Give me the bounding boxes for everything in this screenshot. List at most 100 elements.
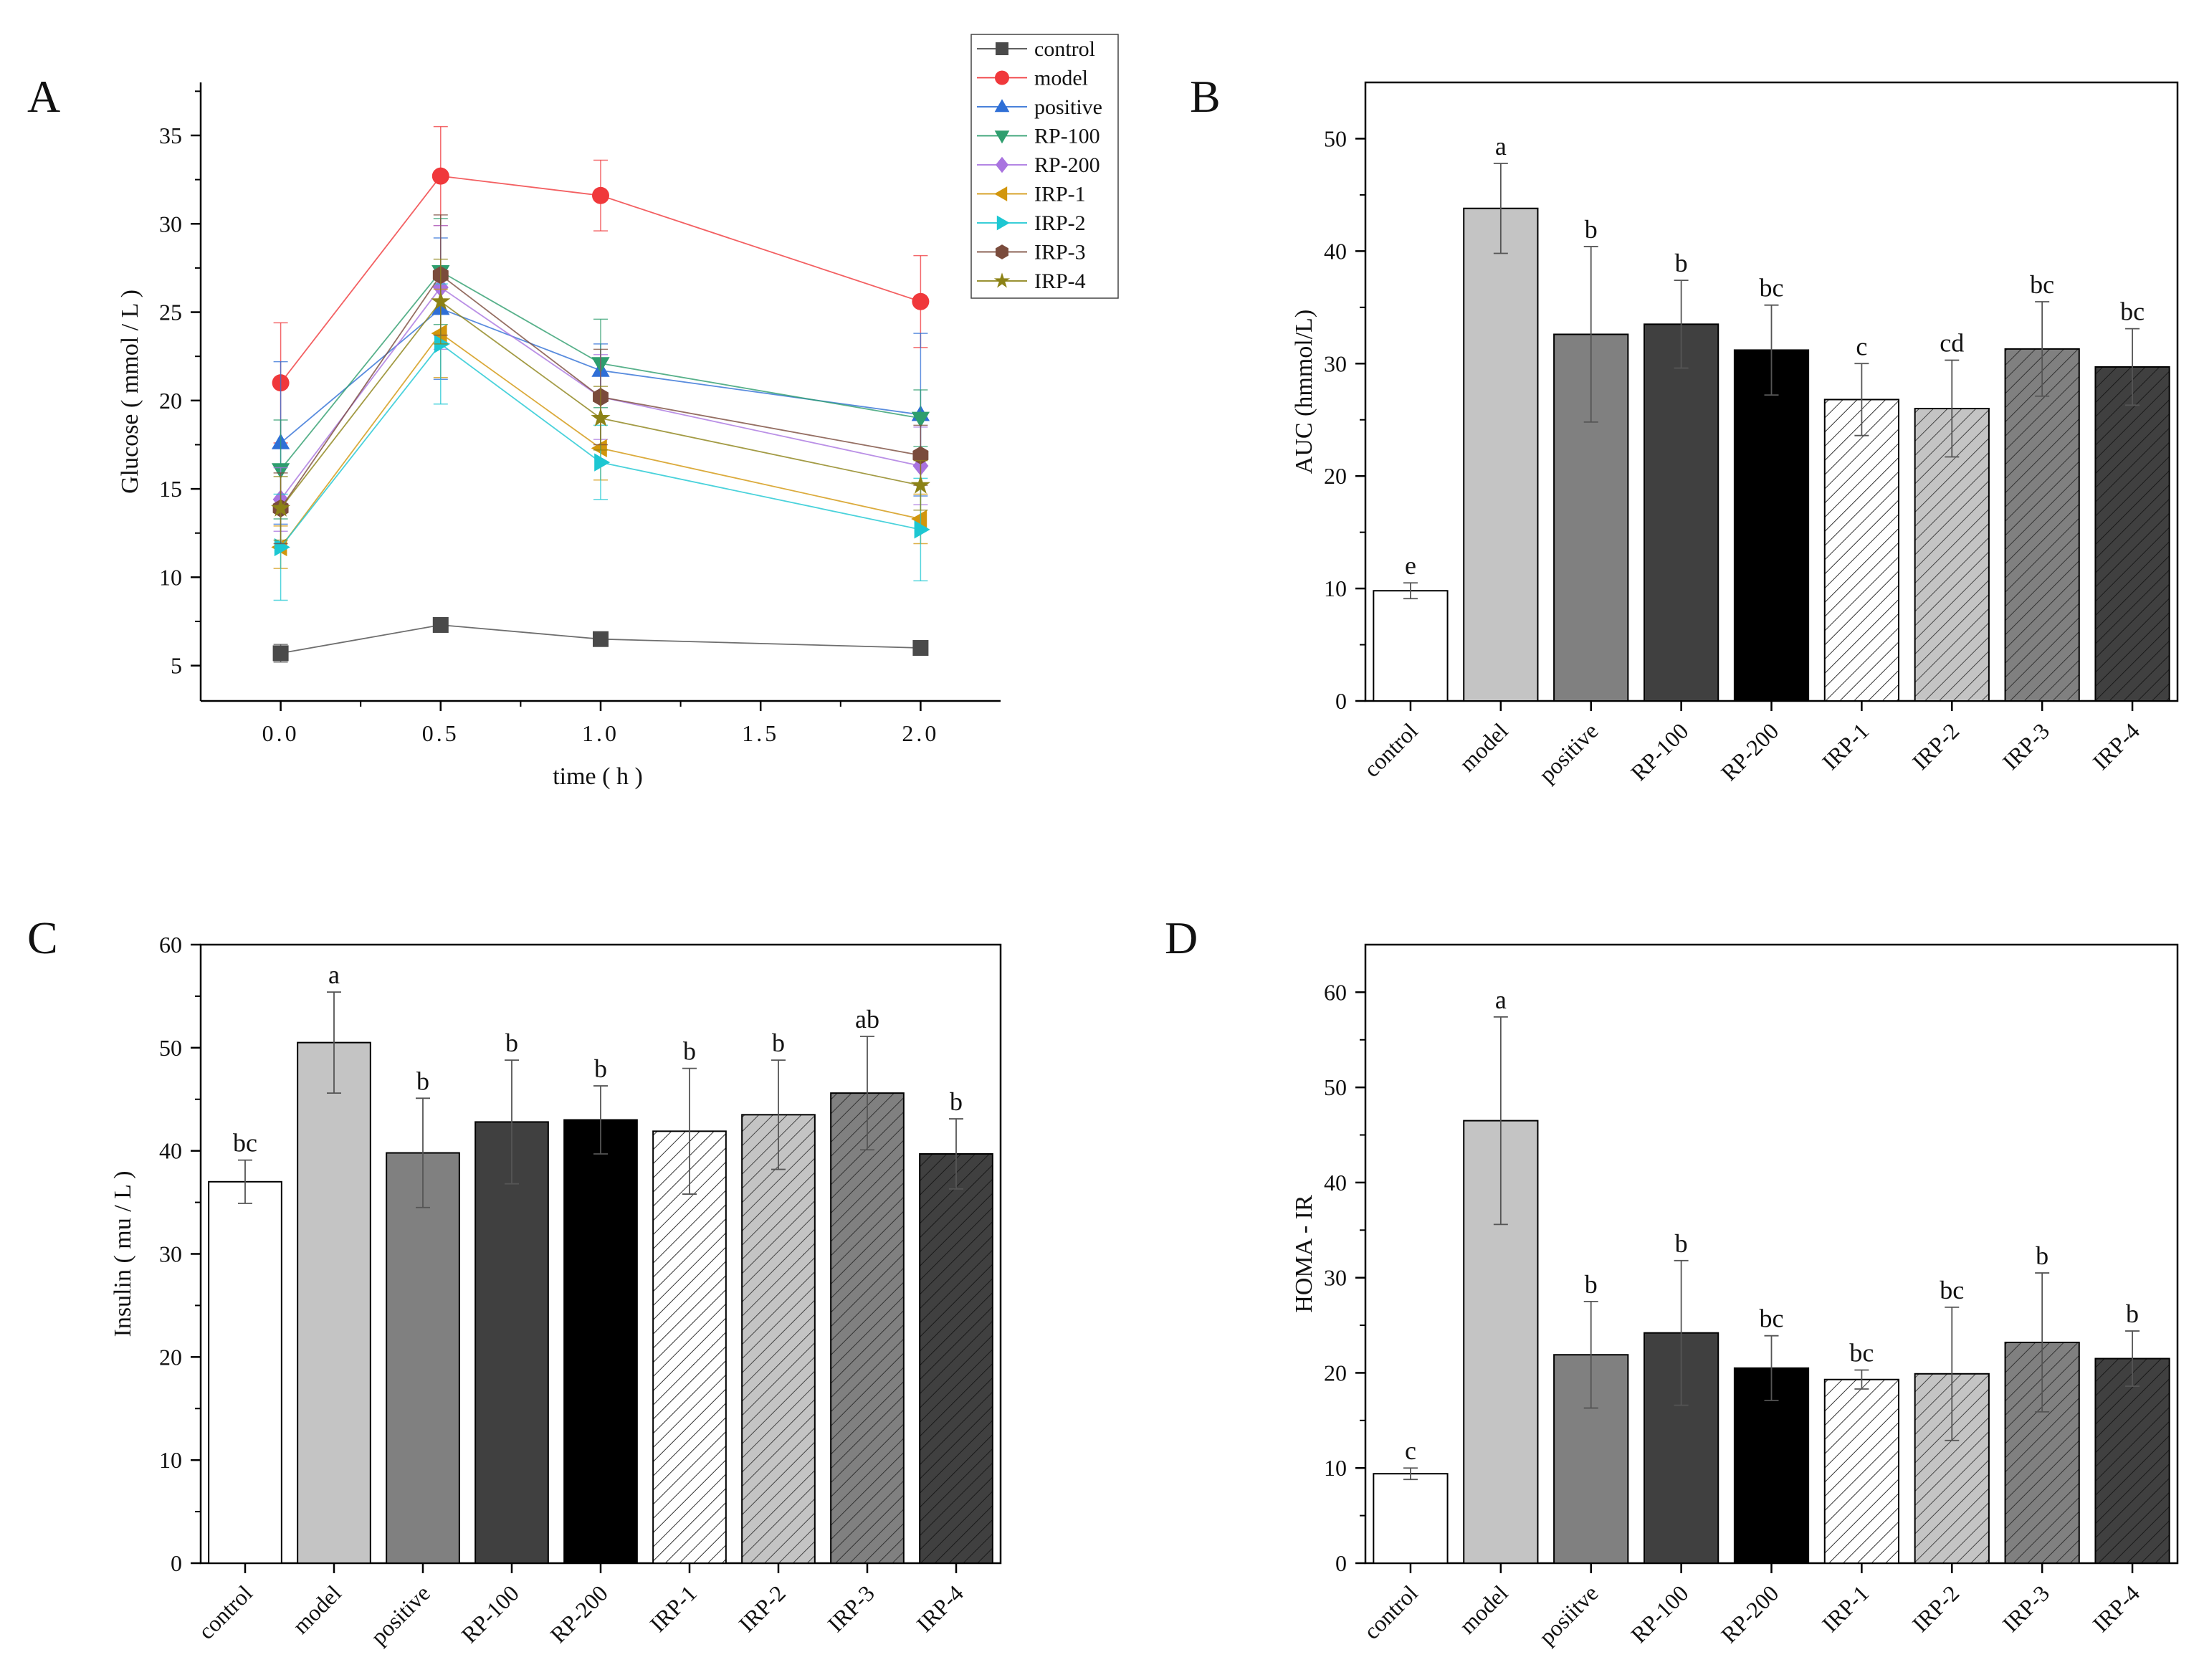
series-irp-2 [273,283,930,601]
y-tick-label-60: 60 [1324,979,1347,1005]
y-tick-label-60: 60 [159,932,182,958]
y-tick-label-10: 10 [1324,1455,1347,1481]
x-tick-label-irp-2: IRP-2 [733,1580,791,1637]
legend-marker-rp-200 [996,156,1008,173]
panel-letter-b: B [1190,71,1221,122]
x-tick-label-2-0: 2.0 [902,720,939,746]
y-tick-label-20: 20 [159,388,182,414]
legend-marker-irp-1 [994,186,1008,201]
legend-marker-irp-2 [996,215,1010,231]
significance-label-control: c [1405,1436,1416,1465]
x-tick-label-rp-100: RP-100 [456,1580,524,1648]
y-tick-label-25: 25 [159,300,182,325]
x-tick-label-irp-1: IRP-1 [1817,1580,1874,1637]
series-line-positive [280,307,921,444]
data-point-irp-1 [591,439,607,458]
significance-label-irp-1: c [1856,332,1867,361]
significance-label-positive: b [416,1066,429,1095]
bar-irp-4 [2094,1357,2170,1564]
panel-letter-c: C [27,912,58,963]
data-point-control [912,640,929,657]
legend-label-irp-4: IRP-4 [1034,269,1086,293]
x-tick-label-irp-1: IRP-1 [1817,717,1874,775]
x-tick-label-model: model [1454,1580,1513,1638]
y-tick-label-40: 40 [1324,1170,1347,1195]
legend-marker-rp-100 [994,130,1010,144]
y-tick-label-20: 20 [159,1344,182,1370]
legend-label-rp-200: RP-200 [1034,153,1100,177]
x-tick-label-irp-4: IRP-4 [911,1580,968,1637]
y-tick-label-0: 0 [1335,688,1347,714]
x-tick-label-1-5: 1.5 [742,720,779,746]
significance-label-rp-100: b [1675,249,1688,277]
x-tick-label-control: control [1358,1580,1423,1644]
y-tick-label-50: 50 [1324,1074,1347,1100]
legend-label-rp-100: RP-100 [1034,125,1100,148]
y-tick-label-0: 0 [1335,1550,1347,1576]
significance-label-positive: b [1585,1270,1598,1299]
data-point-irp-2 [274,538,290,557]
significance-label-control: bc [233,1129,257,1158]
x-tick-label-positive: positive [366,1580,435,1649]
significance-label-model: a [1495,132,1507,161]
significance-label-irp-1: b [683,1037,696,1066]
legend-marker-model [995,70,1009,85]
legend-label-irp-1: IRP-1 [1034,183,1086,206]
bar-irp-3 [830,1092,905,1564]
data-point-control [272,645,289,662]
y-tick-label-35: 35 [159,123,182,148]
y-tick-label-40: 40 [159,1138,182,1164]
series-irp-3 [272,214,929,545]
data-point-irp-3 [912,446,929,464]
data-point-irp-4 [591,408,611,427]
panel-a-glucose-line-chart: 5 10 15 20 25 30 35 0.0 0.5 1.0 1.5 2.0 time ( h ) Gl… [117,34,1119,790]
panel-letter-a: A [27,71,60,122]
y-tick-label-0: 0 [171,1550,182,1576]
bar-rp-100 [474,1121,549,1564]
series-line-irp-2 [280,343,921,548]
significance-label-rp-100: b [505,1028,518,1057]
x-tick-label-control: control [1358,717,1423,782]
x-tick-label-irp-3: IRP-3 [1998,717,2055,775]
legend-marker-control [996,42,1008,55]
bar-irp-1 [1823,398,1900,702]
y-tick-label-50: 50 [1324,125,1347,151]
x-tick-label-irp-1: IRP-1 [644,1580,702,1637]
y-tick-label-20: 20 [1324,463,1347,489]
bar-irp-2 [741,1114,816,1564]
x-axis-title: time ( h ) [553,763,643,790]
x-tick-label-rp-100: RP-100 [1626,1580,1694,1648]
bar-control [1373,590,1449,702]
data-point-irp-2 [594,453,611,472]
significance-label-irp-2: cd [1940,329,1964,358]
significance-label-rp-200: b [594,1054,607,1083]
legend-marker-irp-3 [996,244,1008,259]
legend-label-positive: positive [1034,95,1102,119]
series-line-control [280,624,921,654]
panel-letter-d: D [1165,912,1198,963]
y-axis-title: HOMA - IR [1291,1195,1317,1313]
series-line-rp-200 [280,286,921,500]
bar-model [297,1041,371,1565]
panel-c-insulin-bar-chart: 0 10 20 30 40 50 60 Insulin ( mu / L ) bc control… [110,932,1002,1650]
significance-label-rp-100: b [1675,1229,1688,1258]
y-tick-label-30: 30 [1324,1265,1347,1291]
significance-label-irp-4: bc [2120,297,2145,326]
x-tick-label-irp-3: IRP-3 [822,1580,879,1637]
bar-control [1373,1473,1449,1565]
legend: control model positive RP-100 RP-200 IRP-1 IRP… [970,34,1119,299]
series-line-irp-1 [280,332,921,548]
series-irp-1 [271,288,928,569]
bar-rp-100 [1643,1332,1719,1565]
significance-label-irp-1: bc [1849,1338,1874,1367]
significance-label-irp-4: b [2126,1299,2139,1328]
legend-label-irp-2: IRP-2 [1034,211,1086,235]
x-tick-label-0-0: 0.0 [262,720,300,746]
legend-label-irp-3: IRP-3 [1034,241,1086,264]
y-tick-label-40: 40 [1324,238,1347,264]
series-line-irp-3 [280,274,921,509]
data-point-model [592,186,609,204]
significance-label-rp-200: bc [1760,1304,1784,1333]
y-tick-label-30: 30 [159,1241,182,1267]
